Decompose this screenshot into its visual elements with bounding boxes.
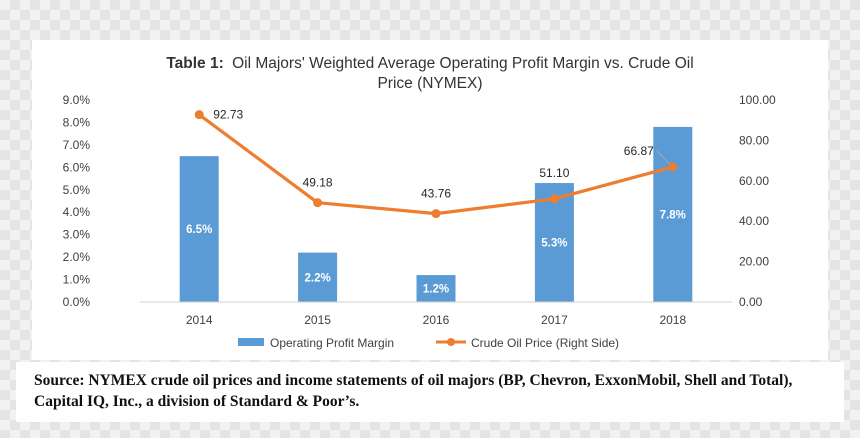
legend-bar-label: Operating Profit Margin (270, 336, 394, 350)
left-axis-tick: 5.0% (63, 183, 91, 197)
left-axis-tick: 8.0% (63, 115, 91, 129)
legend-line-marker (447, 338, 455, 346)
bar-2016 (416, 275, 456, 302)
bar-data-label: 5.3% (541, 238, 567, 250)
left-axis-tick: 4.0% (63, 205, 91, 219)
bar-data-label: 1.2% (423, 284, 449, 296)
line-data-label: 43.76 (421, 187, 451, 201)
line-data-label: 92.73 (213, 108, 243, 122)
line-data-label: 51.10 (539, 166, 569, 180)
bar-2015 (298, 252, 338, 302)
label-leader-line (656, 150, 671, 165)
line-data-label: 49.18 (303, 176, 333, 190)
source-caption: Source: NYMEX crude oil prices and incom… (34, 372, 793, 410)
chart-title-line1: Table 1: Oil Majors' Weighted Average Op… (166, 55, 693, 72)
right-axis-tick: 80.00 (739, 133, 769, 147)
right-axis-tick: 20.00 (739, 255, 769, 269)
bar-data-label: 7.8% (660, 209, 686, 221)
right-axis-tick: 60.00 (739, 174, 769, 188)
left-axis-tick: 3.0% (63, 228, 91, 242)
right-axis-tick: 40.00 (739, 214, 769, 228)
oil-price-point-2018 (668, 162, 678, 172)
x-axis-tick: 2018 (659, 313, 686, 327)
legend-bar-swatch (238, 338, 264, 346)
oil-price-point-2016 (431, 209, 441, 219)
chart-title-text: Oil Majors' Weighted Average Operating P… (232, 55, 694, 72)
left-axis-tick: 6.0% (63, 160, 91, 174)
bar-data-label: 6.5% (186, 224, 212, 236)
left-axis-tick: 0.0% (63, 295, 91, 309)
line-data-label: 66.87 (624, 144, 654, 158)
left-axis-tick: 1.0% (63, 273, 91, 287)
left-axis-tick: 2.0% (63, 250, 91, 264)
chart-title-prefix: Table 1: (166, 55, 223, 72)
right-axis-tick: 100.00 (739, 93, 776, 107)
chart-panel: Table 1: Oil Majors' Weighted Average Op… (32, 40, 828, 360)
oil-price-point-2014 (194, 110, 204, 120)
caption-panel: Source: NYMEX crude oil prices and incom… (16, 362, 844, 422)
chart-title-line2: Price (NYMEX) (377, 75, 482, 92)
oil-price-point-2017 (549, 194, 559, 204)
bar-2018 (653, 126, 693, 302)
oil-price-point-2015 (313, 198, 323, 208)
x-axis-tick: 2016 (423, 313, 450, 327)
combo-chart: Table 1: Oil Majors' Weighted Average Op… (63, 55, 776, 350)
right-axis-tick: 0.00 (739, 295, 763, 309)
left-axis-tick: 9.0% (63, 93, 91, 107)
bar-data-label: 2.2% (304, 272, 330, 284)
x-axis-tick: 2014 (186, 313, 213, 327)
x-axis-tick: 2015 (304, 313, 331, 327)
legend-line-label: Crude Oil Price (Right Side) (471, 336, 619, 350)
bar-2014 (179, 156, 219, 302)
left-axis-tick: 7.0% (63, 138, 91, 152)
x-axis-tick: 2017 (541, 313, 568, 327)
